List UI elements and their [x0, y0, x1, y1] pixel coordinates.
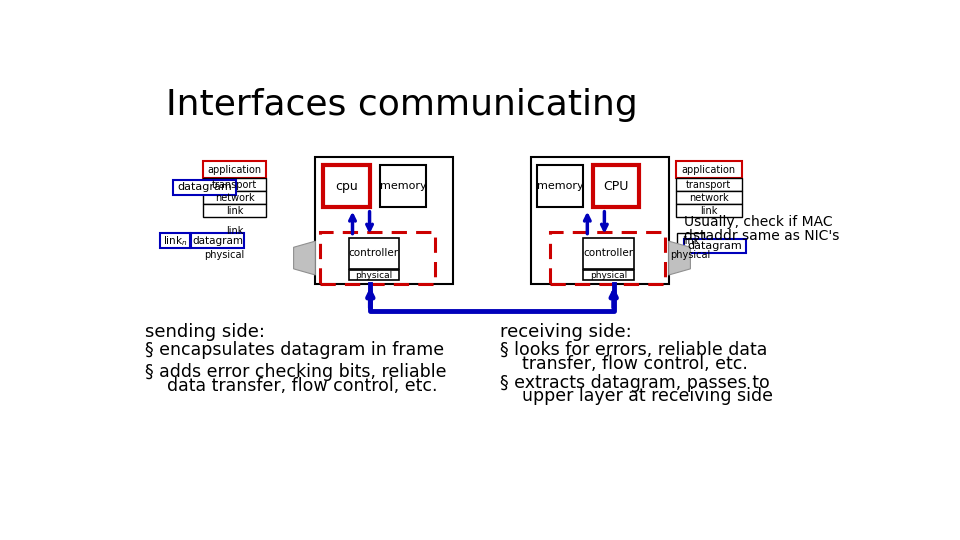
Text: controller: controller	[584, 248, 634, 259]
Bar	[203, 204, 267, 217]
Bar	[550, 232, 665, 284]
Polygon shape	[294, 241, 315, 275]
Polygon shape	[669, 241, 690, 275]
Text: physical: physical	[670, 251, 710, 260]
Text: link$_n$: link$_n$	[163, 234, 187, 248]
Bar	[676, 161, 741, 178]
Bar	[676, 178, 741, 191]
Bar	[315, 157, 453, 284]
Bar	[348, 238, 399, 269]
Text: Usually, check if MAC: Usually, check if MAC	[684, 215, 833, 229]
Text: transport: transport	[686, 179, 732, 190]
Text: physical: physical	[590, 271, 627, 280]
Text: CPU: CPU	[603, 180, 629, 193]
Text: Interfaces communicating: Interfaces communicating	[166, 88, 638, 122]
Text: controller: controller	[348, 248, 398, 259]
Text: § encapsulates datagram in frame: § encapsulates datagram in frame	[145, 341, 444, 359]
Text: receiving side:: receiving side:	[500, 323, 632, 341]
Text: § looks for errors, reliable data: § looks for errors, reliable data	[500, 341, 767, 359]
Text: application: application	[207, 165, 262, 174]
Text: dstaddr same as NIC's: dstaddr same as NIC's	[684, 229, 840, 243]
Bar	[684, 239, 746, 253]
Text: sending side:: sending side:	[145, 323, 265, 341]
Text: datagram: datagram	[192, 236, 243, 246]
Bar	[537, 165, 584, 207]
Bar	[320, 232, 435, 284]
Bar	[160, 233, 190, 248]
Text: datagram: datagram	[177, 182, 232, 192]
Text: upper layer at receiving side: upper layer at receiving side	[500, 387, 773, 406]
Text: link: link	[682, 236, 699, 246]
Text: transport: transport	[212, 179, 257, 190]
Text: link: link	[226, 226, 244, 237]
Bar	[324, 165, 370, 207]
Bar	[592, 165, 639, 207]
Bar	[584, 269, 634, 280]
Bar	[677, 233, 705, 248]
Bar	[348, 269, 399, 280]
Text: transfer, flow control, etc.: transfer, flow control, etc.	[500, 355, 748, 373]
Bar	[676, 204, 741, 217]
Text: network: network	[689, 193, 729, 202]
Bar	[676, 191, 741, 204]
Bar	[379, 165, 426, 207]
Bar	[584, 238, 634, 269]
Bar	[173, 179, 236, 195]
Text: link: link	[700, 206, 717, 215]
Bar	[531, 157, 669, 284]
Bar	[203, 161, 267, 178]
Text: memory: memory	[379, 181, 426, 191]
Bar	[203, 178, 267, 191]
Text: memory: memory	[537, 181, 584, 191]
Text: cpu: cpu	[335, 180, 358, 193]
Text: physical: physical	[204, 251, 245, 260]
Bar	[191, 233, 244, 248]
Text: § extracts datagram, passes to: § extracts datagram, passes to	[500, 374, 770, 391]
Text: § adds error checking bits, reliable: § adds error checking bits, reliable	[145, 363, 446, 381]
Text: datagram: datagram	[687, 241, 743, 251]
Text: data transfer, flow control, etc.: data transfer, flow control, etc.	[145, 377, 438, 395]
Text: link: link	[226, 206, 244, 215]
Text: physical: physical	[355, 271, 393, 280]
Bar	[203, 191, 267, 204]
Text: application: application	[682, 165, 735, 174]
Text: network: network	[215, 193, 254, 202]
